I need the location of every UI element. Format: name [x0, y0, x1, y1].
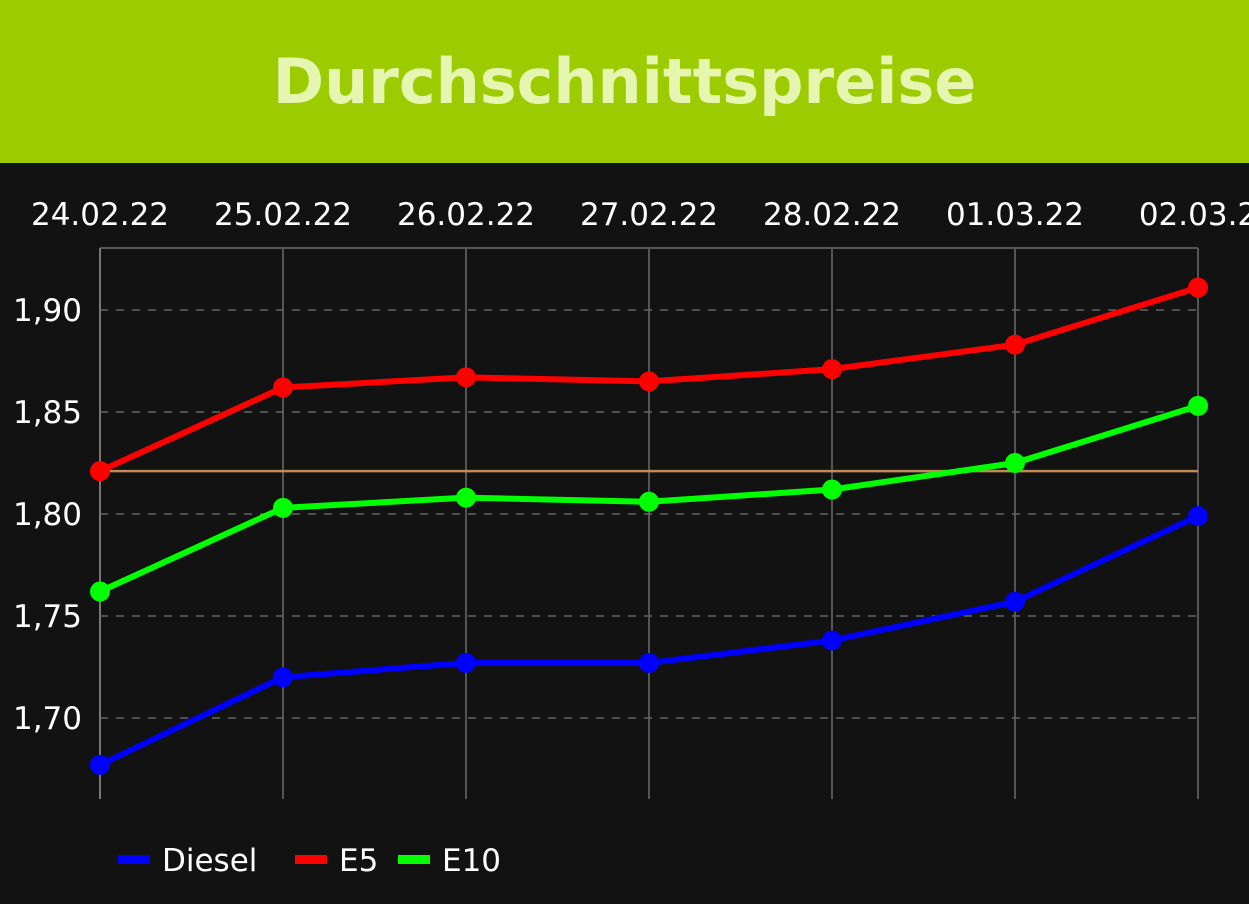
data-point	[639, 652, 659, 673]
x-tick-label: 24.02.22	[31, 197, 169, 233]
data-point	[822, 630, 842, 651]
data-point	[90, 581, 110, 602]
data-point	[1188, 506, 1208, 527]
series-e10	[90, 395, 1208, 602]
x-tick-label: 28.02.22	[763, 197, 901, 233]
data-point	[639, 491, 659, 512]
data-point	[1188, 277, 1208, 298]
data-point	[1005, 334, 1025, 355]
data-point	[639, 371, 659, 392]
legend-swatch	[398, 855, 430, 864]
x-tick-label: 01.03.22	[946, 197, 1084, 233]
y-axis-ticks: 1,70 1,75 1,80 1,85 1,90	[13, 293, 82, 737]
price-chart: 24.02.22 25.02.22 26.02.22 27.02.22 28.02.22…	[13, 197, 1249, 879]
legend-swatch	[295, 855, 327, 864]
data-point	[90, 754, 110, 775]
legend-label: Diesel	[162, 843, 257, 879]
x-tick-label: 27.02.22	[580, 197, 718, 233]
legend-item-diesel: Diesel	[118, 843, 257, 879]
data-point	[90, 461, 110, 482]
data-point	[273, 377, 293, 398]
series-diesel	[90, 506, 1208, 775]
data-point	[822, 479, 842, 500]
series-e5	[90, 277, 1208, 482]
data-point	[273, 667, 293, 688]
x-axis-ticks: 24.02.22 25.02.22 26.02.22 27.02.22 28.02.22…	[31, 197, 1249, 233]
y-tick-label: 1,75	[13, 599, 82, 635]
data-point	[456, 487, 476, 508]
page-title: Durchschnittspreise	[272, 45, 977, 118]
x-tick-label: 02.03.2	[1139, 197, 1249, 233]
y-tick-label: 1,70	[13, 701, 82, 737]
grid-lines	[99, 247, 1199, 799]
legend-label: E5	[339, 843, 378, 879]
legend-label: E10	[442, 843, 501, 879]
y-tick-label: 1,90	[13, 293, 82, 329]
data-point	[456, 652, 476, 673]
data-point	[1188, 395, 1208, 416]
y-tick-label: 1,85	[13, 395, 82, 431]
series-group	[90, 277, 1208, 775]
legend-item-e10: E10	[398, 843, 501, 879]
data-point	[1005, 591, 1025, 612]
x-tick-label: 25.02.22	[214, 197, 352, 233]
legend-swatch	[118, 855, 150, 864]
data-point	[822, 359, 842, 380]
data-point	[1005, 453, 1025, 473]
data-point	[273, 497, 293, 518]
header-bar: Durchschnittspreise	[0, 0, 1249, 163]
chart-area: 24.02.22 25.02.22 26.02.22 27.02.22 28.02.22…	[0, 163, 1249, 900]
legend-item-e5: E5	[295, 843, 378, 879]
data-point	[456, 367, 476, 388]
y-tick-label: 1,80	[13, 497, 82, 533]
legend: Diesel E5 E10	[118, 843, 501, 879]
x-tick-label: 26.02.22	[397, 197, 535, 233]
